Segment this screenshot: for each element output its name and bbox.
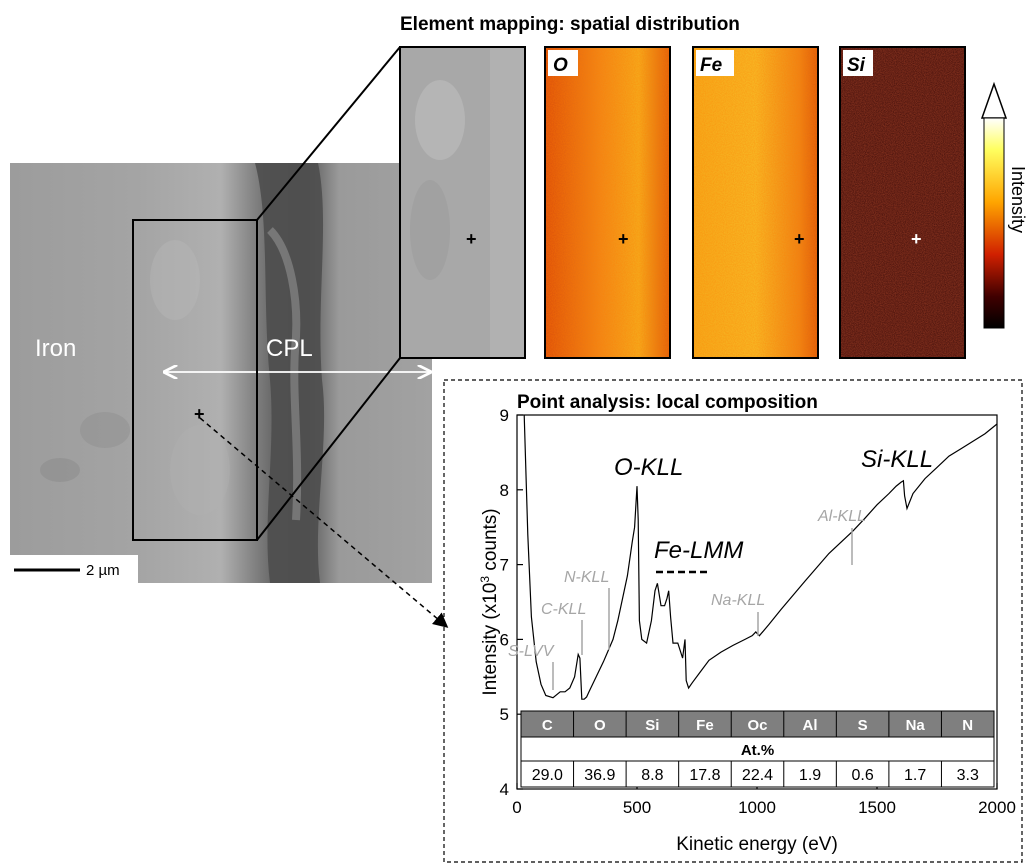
x-tick-label: 2000	[978, 798, 1016, 817]
table-value: 22.4	[742, 767, 773, 784]
spectrum-series	[523, 414, 998, 700]
point-marker: +	[194, 404, 205, 424]
roi-box	[132, 219, 258, 541]
peak-na-kll: Na-KLL	[711, 592, 765, 609]
table-element: Si	[645, 717, 659, 734]
x-ticks: 0 500 1000 1500 2000	[512, 783, 1016, 817]
map-si-label: Si	[847, 55, 866, 76]
table-element: O	[594, 717, 606, 734]
x-tick-label: 0	[512, 798, 521, 817]
svg-text:+: +	[911, 229, 922, 249]
table-value: 36.9	[584, 767, 615, 784]
table-value: 3.3	[957, 767, 979, 784]
table-element: S	[858, 717, 868, 734]
peak-n-kll: N-KLL	[564, 569, 609, 586]
map-fe-label: Fe	[700, 55, 723, 76]
table-value: 17.8	[689, 767, 720, 784]
svg-text:+: +	[466, 229, 477, 249]
table-element: Oc	[747, 717, 767, 734]
table-value: 29.0	[532, 767, 563, 784]
table-value: 0.6	[851, 767, 873, 784]
y-axis-label: Intensity (x103 counts)	[478, 508, 501, 695]
y-tick-label: 4	[500, 780, 509, 799]
table-value: 8.8	[641, 767, 663, 784]
sem-image	[10, 163, 432, 583]
table-unit: At.%	[741, 742, 774, 759]
spectrum-chart: Point analysis: local composition 4 5 6 7 8 9…	[478, 392, 1016, 855]
table-element: Al	[803, 717, 818, 734]
point-analysis-title: Point analysis: local composition	[517, 392, 818, 413]
y-tick-label: 6	[500, 630, 509, 649]
label-iron: Iron	[35, 335, 76, 362]
x-tick-label: 500	[623, 798, 651, 817]
peak-al-kll: Al-KLL	[817, 508, 866, 525]
x-axis-label: Kinetic energy (eV)	[676, 834, 838, 855]
map-o-label: O	[553, 55, 568, 76]
colorbar: Intensity	[980, 81, 1027, 329]
zoom-line-top	[256, 46, 401, 221]
zoom-line-bottom	[256, 357, 401, 541]
y-tick-label: 7	[500, 556, 509, 575]
y-ticks: 4 5 6 7 8 9	[500, 406, 523, 799]
x-tick-label: 1500	[858, 798, 896, 817]
peak-si-kll: Si-KLL	[861, 446, 933, 473]
x-tick-label: 1000	[738, 798, 776, 817]
mapping-title: Element mapping: spatial distribution	[400, 14, 740, 35]
table-value: 1.9	[799, 767, 821, 784]
svg-text:+: +	[618, 229, 629, 249]
map-o: O +	[544, 46, 671, 359]
table-element: Fe	[696, 717, 714, 734]
colorbar-label: Intensity	[1008, 166, 1027, 233]
svg-text:+: +	[794, 229, 805, 249]
map-si: Si +	[839, 46, 966, 359]
map-fe: Fe +	[692, 46, 819, 359]
peak-fe-lmm: Fe-LMM	[654, 537, 743, 564]
scale-bar-label: 2 µm	[86, 562, 120, 579]
table-element: C	[542, 717, 553, 734]
y-tick-label: 5	[500, 705, 509, 724]
y-tick-label: 9	[500, 406, 509, 425]
table-element: N	[962, 717, 973, 734]
peak-c-kll: C-KLL	[541, 601, 586, 618]
y-tick-label: 8	[500, 481, 509, 500]
table-element: Na	[906, 717, 926, 734]
peak-o-kll: O-KLL	[614, 454, 683, 481]
scale-bar: 2 µm	[10, 555, 138, 583]
table-value: 1.7	[904, 767, 926, 784]
composition-table: At.% C 29.0 O 36.9 Si 8.8 Fe 17.8 Oc 22.4 Al 1.9 S 0.6…	[520, 710, 995, 788]
label-cpl: CPL	[266, 335, 313, 362]
sem-zoom: +	[399, 46, 526, 359]
peak-s-lvv: S-LVV	[508, 643, 555, 660]
point-analysis-frame	[443, 379, 1023, 863]
